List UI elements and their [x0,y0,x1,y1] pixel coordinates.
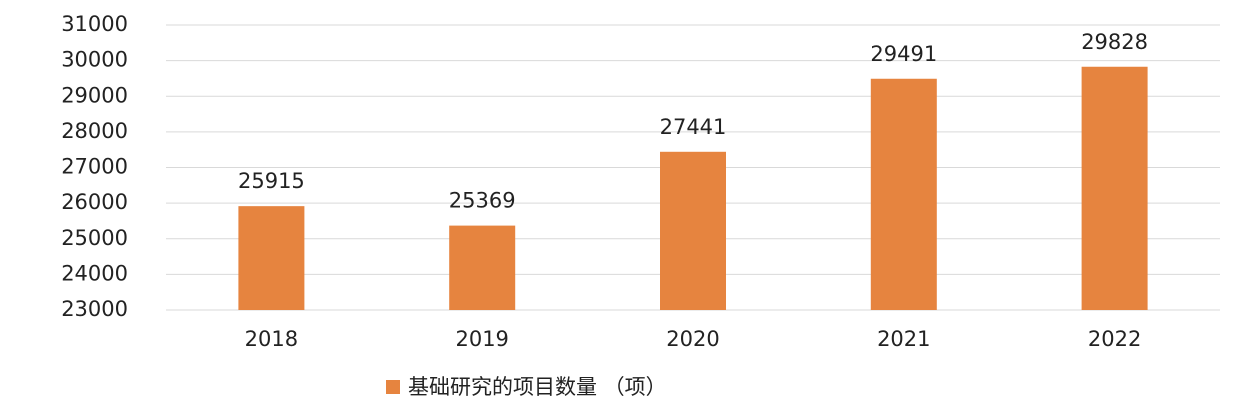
y-tick-label: 29000 [61,83,128,107]
legend-label: 基础研究的项目数量 （项） [408,375,667,399]
x-tick-label: 2020 [666,327,719,351]
y-tick-label: 30000 [61,48,128,72]
y-tick-label: 28000 [61,119,128,143]
y-tick-label: 25000 [61,226,128,250]
bar [660,151,726,310]
y-tick-label: 27000 [61,155,128,179]
bar [238,206,305,310]
bar [870,78,937,311]
data-label: 29491 [870,42,937,66]
data-label: 25915 [238,169,305,193]
legend-swatch [386,380,400,394]
y-tick-label: 31000 [61,12,128,36]
y-tick-label: 23000 [61,297,128,321]
x-tick-label: 2021 [877,327,930,351]
data-label: 27441 [660,115,727,139]
y-tick-label: 24000 [61,261,128,285]
data-label: 25369 [449,189,516,213]
x-tick-label: 2019 [455,327,508,351]
x-tick-label: 2018 [245,327,298,351]
bar [1081,66,1148,310]
y-tick-label: 26000 [61,190,128,214]
x-tick-label: 2022 [1088,327,1141,351]
data-label: 29828 [1081,30,1148,54]
bar [449,225,516,310]
